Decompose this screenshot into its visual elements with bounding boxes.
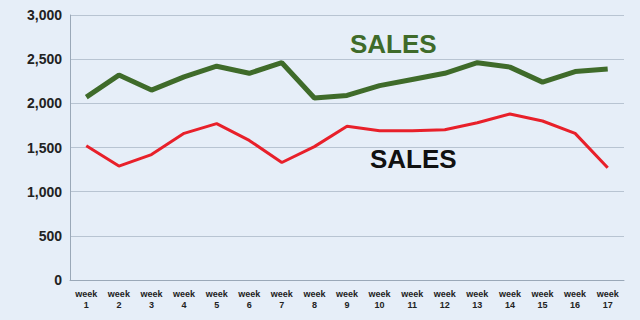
svg-text:week: week	[400, 289, 424, 299]
svg-text:9: 9	[344, 300, 349, 310]
svg-text:week: week	[368, 289, 392, 299]
svg-text:2,500: 2,500	[27, 51, 62, 67]
svg-text:1: 1	[84, 300, 89, 310]
svg-text:3,000: 3,000	[27, 7, 62, 23]
svg-text:week: week	[107, 289, 131, 299]
svg-text:1,500: 1,500	[27, 140, 62, 156]
svg-text:10: 10	[375, 300, 385, 310]
svg-text:16: 16	[570, 300, 580, 310]
svg-text:week: week	[237, 289, 261, 299]
svg-text:week: week	[433, 289, 457, 299]
svg-text:1,000: 1,000	[27, 184, 62, 200]
svg-text:11: 11	[407, 300, 417, 310]
svg-text:2,000: 2,000	[27, 95, 62, 111]
svg-text:17: 17	[603, 300, 613, 310]
svg-text:2: 2	[116, 300, 121, 310]
svg-text:week: week	[74, 289, 98, 299]
svg-text:SALES: SALES	[350, 29, 437, 59]
svg-text:week: week	[139, 289, 163, 299]
svg-text:SALES: SALES	[370, 144, 457, 174]
svg-text:500: 500	[39, 228, 63, 244]
svg-text:week: week	[465, 289, 489, 299]
svg-text:week: week	[596, 289, 620, 299]
svg-text:13: 13	[472, 300, 482, 310]
svg-text:week: week	[172, 289, 196, 299]
svg-text:7: 7	[279, 300, 284, 310]
svg-text:week: week	[302, 289, 326, 299]
svg-text:12: 12	[440, 300, 450, 310]
svg-text:week: week	[205, 289, 229, 299]
svg-text:week: week	[531, 289, 555, 299]
svg-text:week: week	[270, 289, 294, 299]
svg-text:8: 8	[312, 300, 317, 310]
svg-text:week: week	[498, 289, 522, 299]
svg-text:4: 4	[182, 300, 187, 310]
svg-text:14: 14	[505, 300, 515, 310]
svg-text:6: 6	[247, 300, 252, 310]
svg-text:3: 3	[149, 300, 154, 310]
svg-text:5: 5	[214, 300, 219, 310]
svg-text:0: 0	[54, 272, 62, 288]
svg-text:week: week	[335, 289, 359, 299]
svg-text:15: 15	[538, 300, 548, 310]
svg-text:week: week	[563, 289, 587, 299]
